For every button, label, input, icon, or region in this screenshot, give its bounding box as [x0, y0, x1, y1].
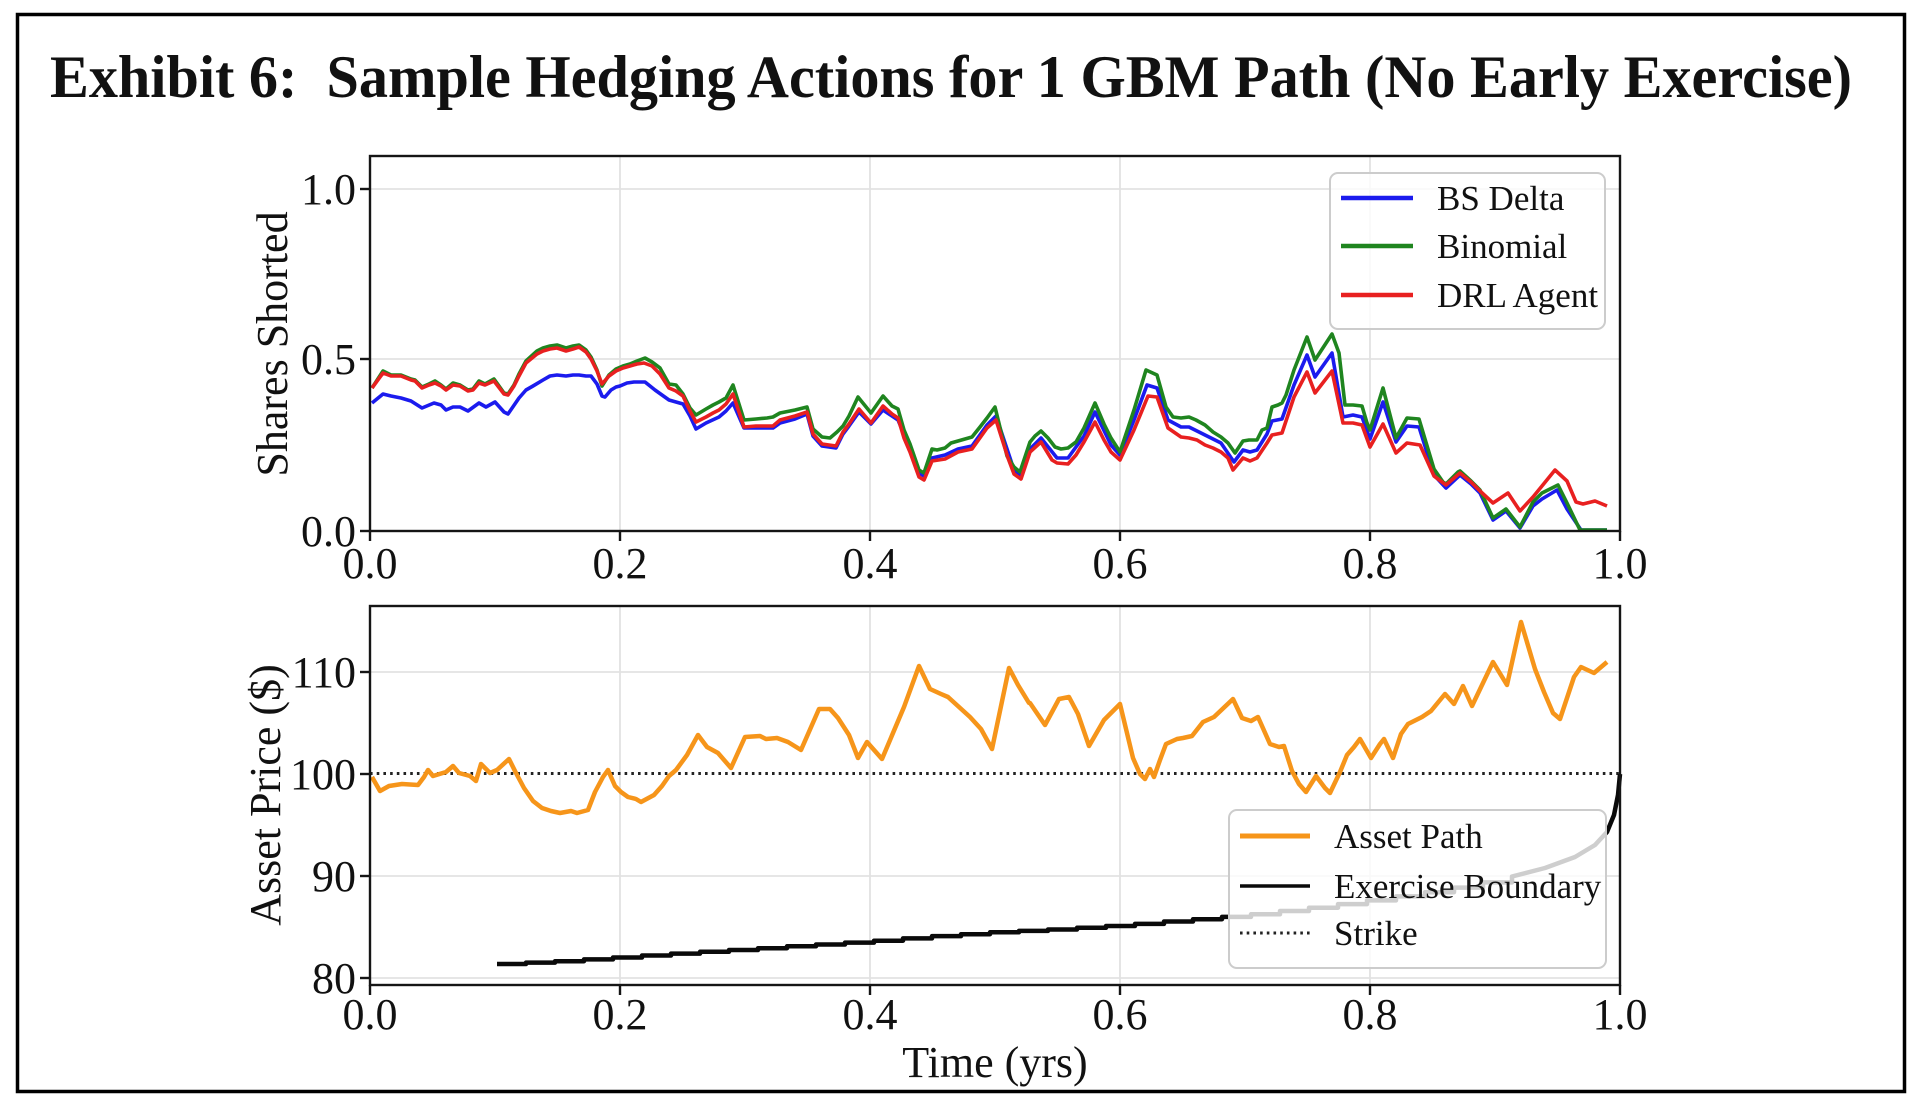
- svg-text:0.2: 0.2: [593, 539, 648, 588]
- svg-text:Exercise Boundary: Exercise Boundary: [1334, 867, 1602, 906]
- svg-text:0.4: 0.4: [843, 990, 898, 1039]
- svg-text:0.2: 0.2: [593, 990, 648, 1039]
- svg-text:1.0: 1.0: [1593, 539, 1648, 588]
- svg-text:100: 100: [290, 750, 356, 799]
- svg-text:0.4: 0.4: [843, 539, 898, 588]
- svg-text:110: 110: [292, 648, 356, 697]
- svg-text:1.0: 1.0: [1593, 990, 1648, 1039]
- svg-text:0.6: 0.6: [1093, 539, 1148, 588]
- svg-text:Asset Path: Asset Path: [1334, 817, 1483, 856]
- svg-text:Shares Shorted: Shares Shorted: [248, 211, 297, 476]
- svg-text:0.5: 0.5: [301, 335, 356, 384]
- svg-text:0.6: 0.6: [1093, 990, 1148, 1039]
- svg-text:0.0: 0.0: [343, 990, 398, 1039]
- svg-text:Binomial: Binomial: [1437, 227, 1568, 266]
- svg-text:0.8: 0.8: [1343, 990, 1398, 1039]
- svg-text:Exhibit 6: Sample Hedging Act: Exhibit 6: Sample Hedging Actions for 1 …: [50, 44, 1852, 110]
- svg-text:0.0: 0.0: [343, 539, 398, 588]
- svg-text:Strike: Strike: [1334, 914, 1418, 953]
- svg-text:1.0: 1.0: [301, 165, 356, 214]
- svg-text:80: 80: [312, 954, 356, 1003]
- svg-text:90: 90: [312, 852, 356, 901]
- svg-text:0.8: 0.8: [1343, 539, 1398, 588]
- svg-text:DRL Agent: DRL Agent: [1437, 276, 1598, 315]
- svg-text:Time (yrs): Time (yrs): [902, 1038, 1087, 1087]
- svg-text:BS Delta: BS Delta: [1437, 179, 1565, 218]
- svg-text:0.0: 0.0: [301, 507, 356, 556]
- svg-text:Asset Price ($): Asset Price ($): [241, 664, 290, 926]
